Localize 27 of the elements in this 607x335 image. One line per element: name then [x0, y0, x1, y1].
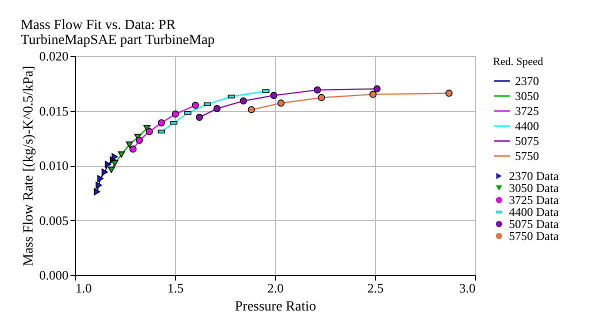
legend-label: 3725: [515, 104, 539, 118]
legend-label: 5750 Data: [509, 229, 560, 243]
legend-label: 2370: [515, 74, 539, 88]
x-tick-label: 2.5: [367, 280, 384, 296]
legend-title: Red. Speed: [493, 56, 544, 68]
chart-title: Mass Flow Fit vs. Data: PR: [20, 18, 176, 33]
legend-label: 5750: [515, 149, 539, 163]
y-tick-label: 0.015: [39, 103, 68, 118]
y-tick-label: 0.005: [39, 212, 68, 228]
x-tick-label: 2.0: [267, 280, 284, 296]
legend-label: 4400: [515, 119, 539, 133]
x-tick-label: 1.0: [76, 280, 92, 296]
legend-label: 5075 Data: [509, 217, 560, 231]
y-tick-label: 0.000: [39, 268, 68, 282]
chart-subtitle: TurbineMapSAE part TurbineMap: [20, 33, 215, 48]
y-axis-title: Mass Flow Rate [(kg/s)-K^0.5/kPa]: [21, 66, 36, 266]
legend-label: 4400 Data: [509, 205, 560, 219]
x-tick-label: 3.0: [459, 280, 476, 296]
x-axis-title: Pressure Ratio: [234, 300, 316, 314]
legend-label: 3050: [515, 89, 539, 103]
y-tick-label: 0.010: [39, 158, 68, 173]
legend-label: 2370 Data: [509, 169, 560, 183]
x-tick-label: 1.5: [167, 280, 184, 296]
legend-label: 3050 Data: [509, 181, 560, 195]
legend-label: 5075: [515, 134, 539, 148]
y-tick-label: 0.020: [39, 48, 68, 64]
legend-label: 3725 Data: [509, 193, 560, 207]
